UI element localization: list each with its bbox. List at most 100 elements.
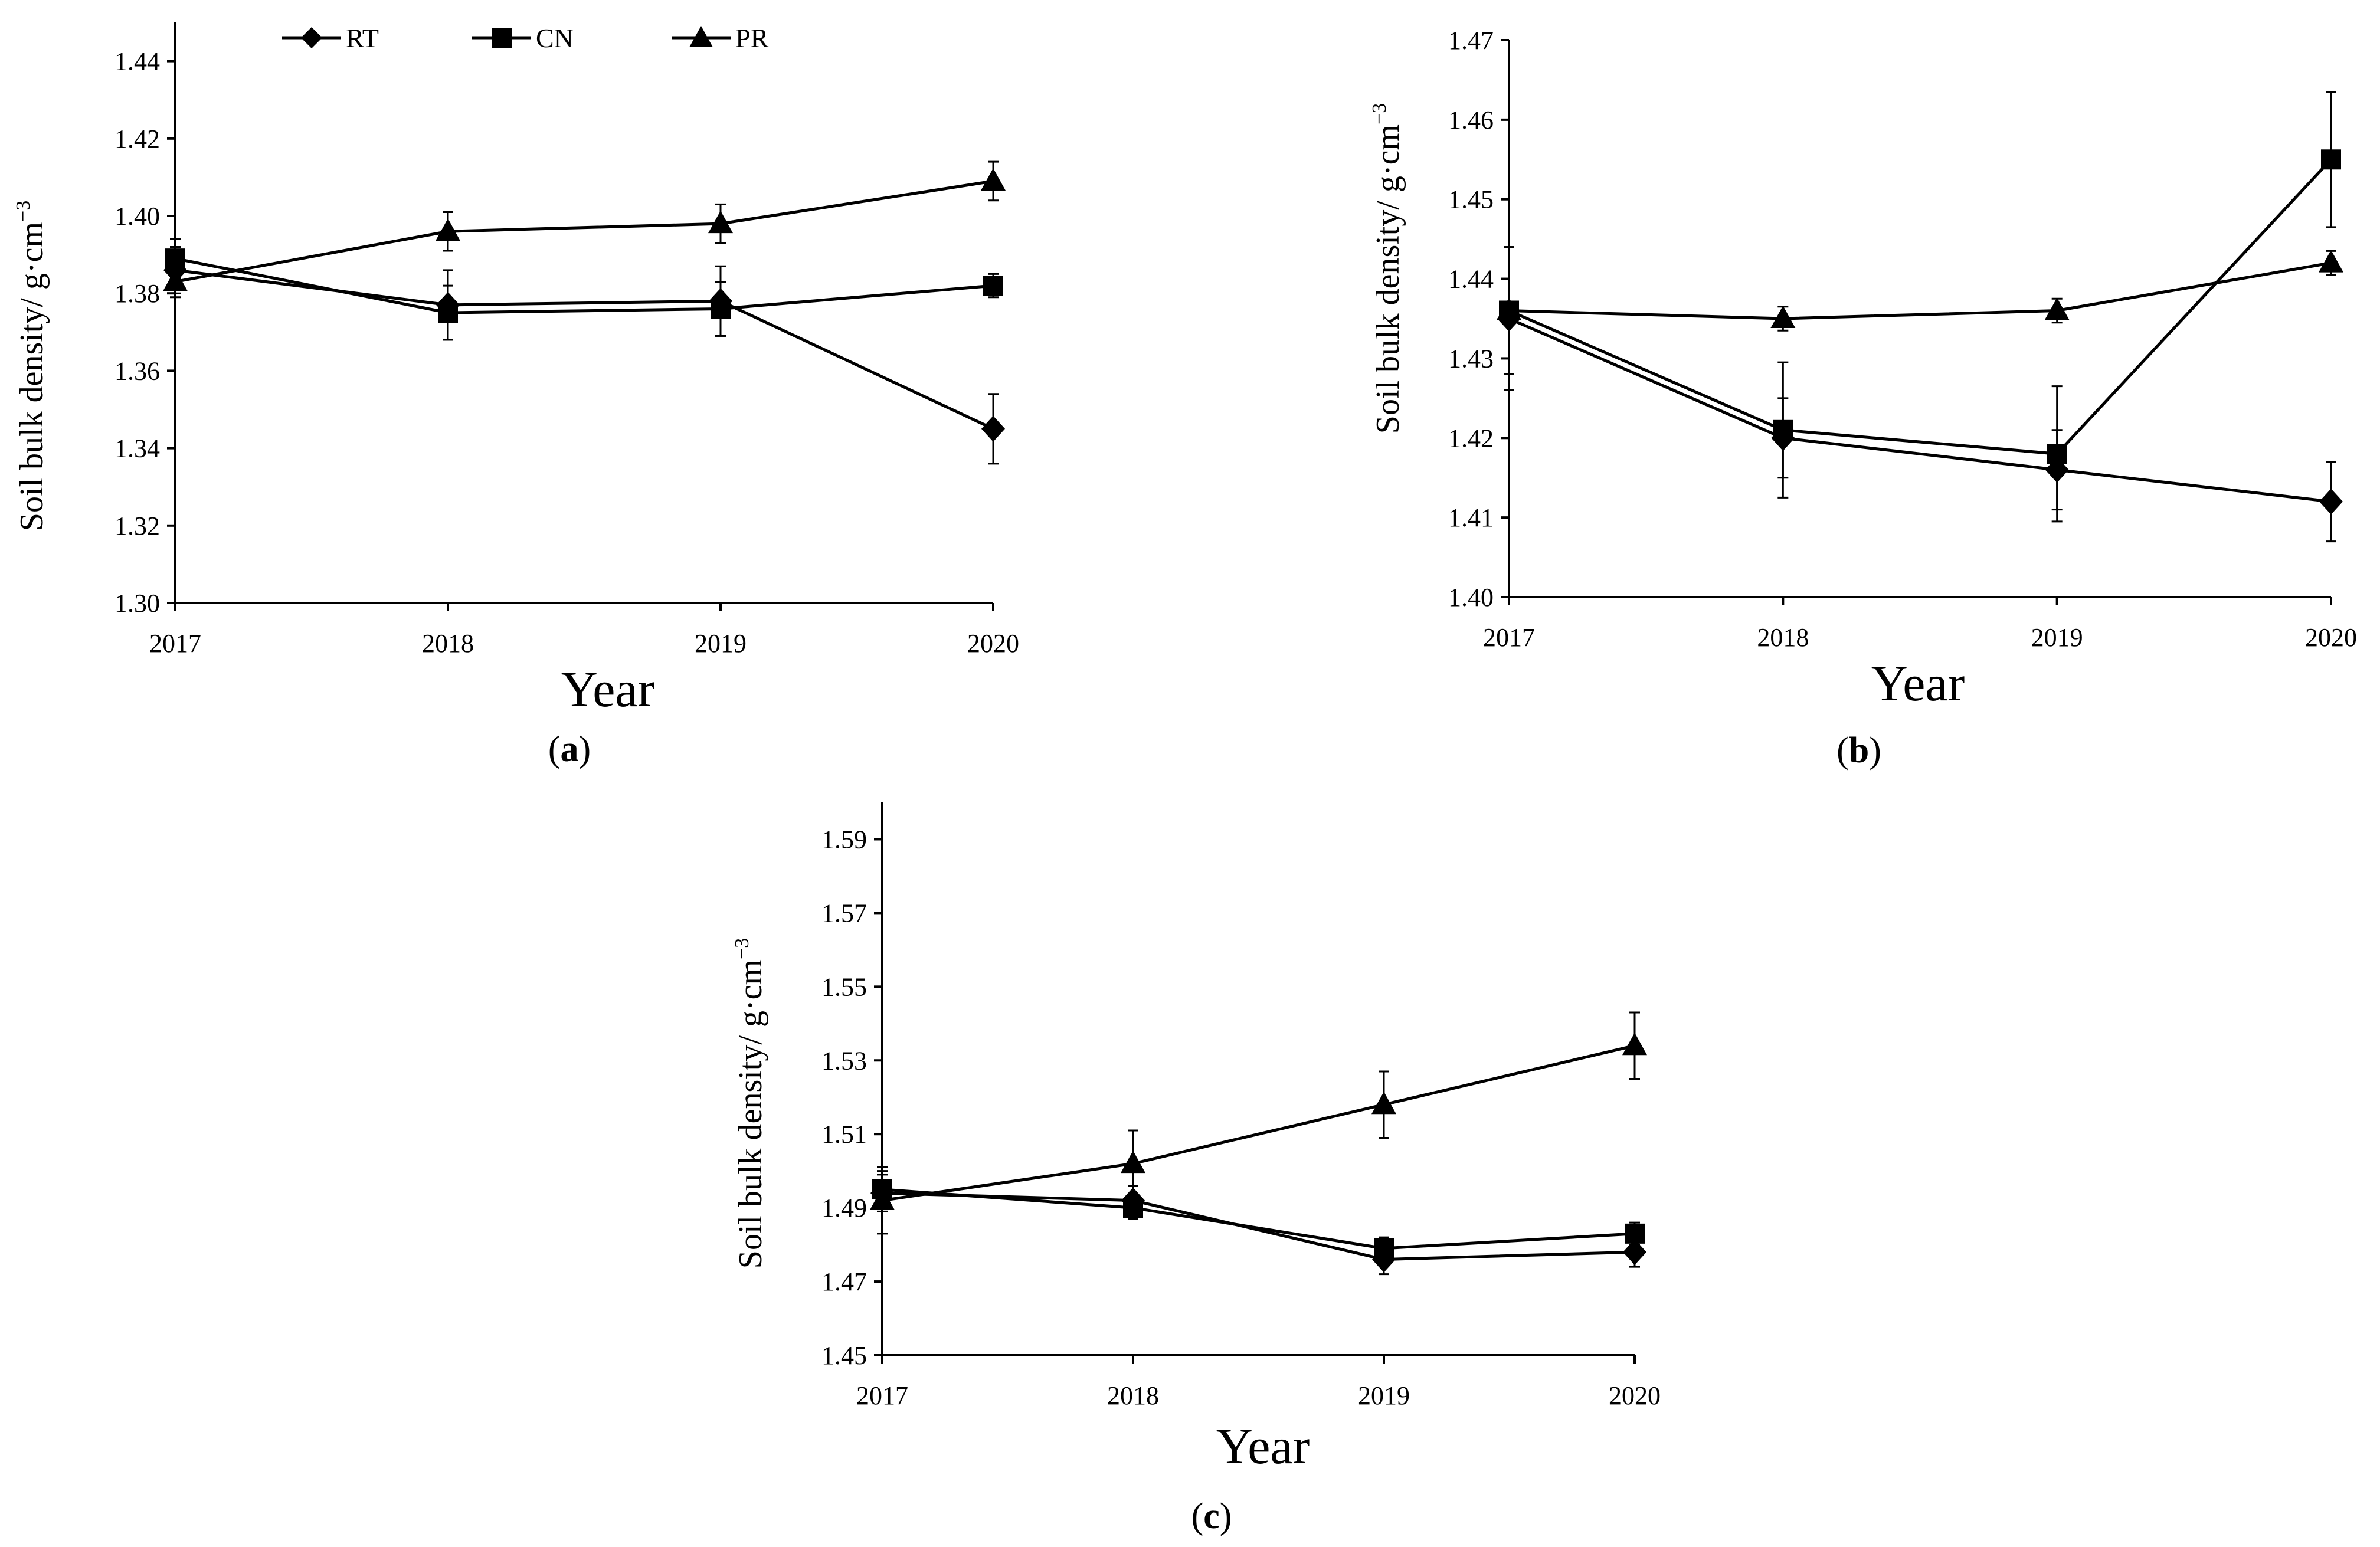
x-tick-label: 2019 xyxy=(2031,623,2083,652)
data-point-pr-2017 xyxy=(1497,297,1521,320)
legend-label-rt: RT xyxy=(346,23,379,53)
data-point-cn-2020 xyxy=(983,276,1003,296)
data-point-pr-2020 xyxy=(981,168,1006,191)
panel-b-y-title: Soil bulk density/ g·cm−3 xyxy=(1369,103,1406,434)
panel-c: 1.45 1.47 1.49 1.51 1.53 1.55 1.57 1.59 2017 2018… xyxy=(731,802,1661,1536)
y-tick-label: 1.38 xyxy=(114,279,160,308)
data-point-pr-2019 xyxy=(2044,297,2070,320)
series-line-rt xyxy=(175,268,994,431)
data-point-cn-2018 xyxy=(438,303,458,323)
panel-a-series-cn xyxy=(165,238,1003,341)
series-line-pr xyxy=(1508,261,2332,320)
panel-b-plot: 1.40 1.41 1.42 1.43 1.44 1.45 1.46 1.47 2017 2018… xyxy=(1448,26,2357,652)
series-line-rt xyxy=(882,1191,1635,1261)
data-point-cn-2018 xyxy=(1123,1198,1143,1218)
panel-a-x-title: Year xyxy=(561,661,654,717)
panel-c-series-cn xyxy=(872,1170,1645,1261)
panel-c-plot: 1.45 1.47 1.49 1.51 1.53 1.55 1.57 1.59 2017 2018… xyxy=(821,802,1661,1410)
data-point-rt-2020 xyxy=(981,415,1005,442)
legend-marker-diamond xyxy=(301,27,322,48)
panel-c-y-title: Soil bulk density/ g·cm−3 xyxy=(731,938,769,1269)
x-tick-label: 2019 xyxy=(695,629,747,658)
data-point-pr-2017 xyxy=(163,268,188,291)
panel-b: 1.40 1.41 1.42 1.43 1.44 1.45 1.46 1.47 2017 2018… xyxy=(1369,26,2357,771)
panel-c-series-pr xyxy=(870,1011,1647,1235)
data-point-pr-2020 xyxy=(1622,1033,1647,1056)
y-tick-label: 1.32 xyxy=(114,512,160,540)
x-tick-label: 2017 xyxy=(149,629,201,658)
panel-b-x-title: Year xyxy=(1871,655,1965,712)
legend-item-cn: CN xyxy=(472,23,574,53)
data-point-cn-2020 xyxy=(2321,149,2341,170)
series-line-pr xyxy=(882,1044,1635,1202)
data-point-pr-2018 xyxy=(1121,1151,1145,1174)
panel-a-plot: 1.30 1.32 1.34 1.36 1.38 1.40 1.42 1.44 2017 2018… xyxy=(114,22,1019,658)
panel-a: 1.30 1.32 1.34 1.36 1.38 1.40 1.42 1.44 2017 2018… xyxy=(12,22,1019,769)
series-line-cn xyxy=(882,1188,1635,1250)
y-tick-label: 1.47 xyxy=(1448,26,1494,55)
y-tick-label: 1.53 xyxy=(821,1046,867,1075)
y-tick-label: 1.46 xyxy=(1448,106,1494,135)
data-point-pr-2018 xyxy=(1770,306,1796,328)
x-tick-label: 2018 xyxy=(1107,1381,1159,1410)
legend-label-pr: PR xyxy=(735,23,769,53)
y-tick-label: 1.49 xyxy=(821,1194,867,1222)
panel-a-series-pr xyxy=(163,160,1006,299)
y-tick-label: 1.34 xyxy=(114,434,160,463)
data-point-pr-2019 xyxy=(708,211,733,234)
series-line-cn xyxy=(175,257,994,314)
panel-b-caption: (b) xyxy=(1836,730,1881,771)
x-tick-label: 2018 xyxy=(422,629,474,658)
x-tick-label: 2020 xyxy=(1609,1381,1661,1410)
data-point-cn-2019 xyxy=(1374,1238,1394,1258)
series-line-pr xyxy=(175,179,994,283)
panel-b-series-rt xyxy=(1497,246,2343,543)
y-tick-label: 1.55 xyxy=(821,972,867,1001)
y-tick-label: 1.42 xyxy=(114,124,160,153)
y-tick-label: 1.30 xyxy=(114,589,160,618)
legend-item-pr: PR xyxy=(672,23,769,53)
x-tick-label: 2020 xyxy=(967,629,1019,658)
x-tick-label: 2020 xyxy=(2305,623,2357,652)
x-tick-label: 2017 xyxy=(1483,623,1535,652)
series-line-cn xyxy=(1508,158,2332,455)
panel-c-x-title: Year xyxy=(1216,1418,1310,1474)
x-tick-label: 2018 xyxy=(1757,623,1809,652)
data-point-pr-2020 xyxy=(2319,250,2343,273)
data-point-cn-2017 xyxy=(165,248,185,269)
y-tick-label: 1.40 xyxy=(1448,583,1494,612)
panel-a-y-title: Soil bulk density/ g·cm−3 xyxy=(12,201,50,531)
legend-marker-square xyxy=(492,28,512,48)
x-tick-label: 2019 xyxy=(1358,1381,1410,1410)
y-tick-label: 1.44 xyxy=(1448,265,1494,294)
y-tick-label: 1.43 xyxy=(1448,344,1494,373)
y-tick-label: 1.42 xyxy=(1448,424,1494,453)
legend-item-rt: RT xyxy=(282,23,379,53)
y-tick-label: 1.59 xyxy=(821,825,867,854)
y-tick-label: 1.47 xyxy=(821,1267,867,1296)
panel-a-series-rt xyxy=(163,245,1005,465)
data-point-rt-2020 xyxy=(2319,489,2343,515)
panel-b-series-cn xyxy=(1499,91,2341,523)
y-tick-label: 1.40 xyxy=(114,202,160,231)
panel-c-caption: (c) xyxy=(1191,1496,1232,1536)
data-point-cn-2020 xyxy=(1625,1223,1645,1244)
x-tick-label: 2017 xyxy=(856,1381,908,1410)
data-point-pr-2018 xyxy=(436,218,460,241)
legend-label-cn: CN xyxy=(536,23,574,53)
panel-a-caption: (a) xyxy=(548,729,591,769)
data-point-rt-2020 xyxy=(1623,1239,1646,1266)
y-tick-label: 1.57 xyxy=(821,899,867,927)
data-point-pr-2019 xyxy=(1371,1092,1396,1115)
y-tick-label: 1.51 xyxy=(821,1120,867,1149)
y-tick-label: 1.45 xyxy=(1448,185,1494,214)
legend: RT CN PR xyxy=(282,23,769,53)
y-tick-label: 1.36 xyxy=(114,356,160,385)
data-point-cn-2018 xyxy=(1773,419,1793,440)
legend-marker-triangle xyxy=(689,26,713,47)
y-tick-label: 1.45 xyxy=(821,1341,867,1370)
series-line-rt xyxy=(1508,317,2332,503)
panel-b-series-pr xyxy=(1497,250,2343,332)
y-tick-label: 1.41 xyxy=(1448,503,1494,532)
